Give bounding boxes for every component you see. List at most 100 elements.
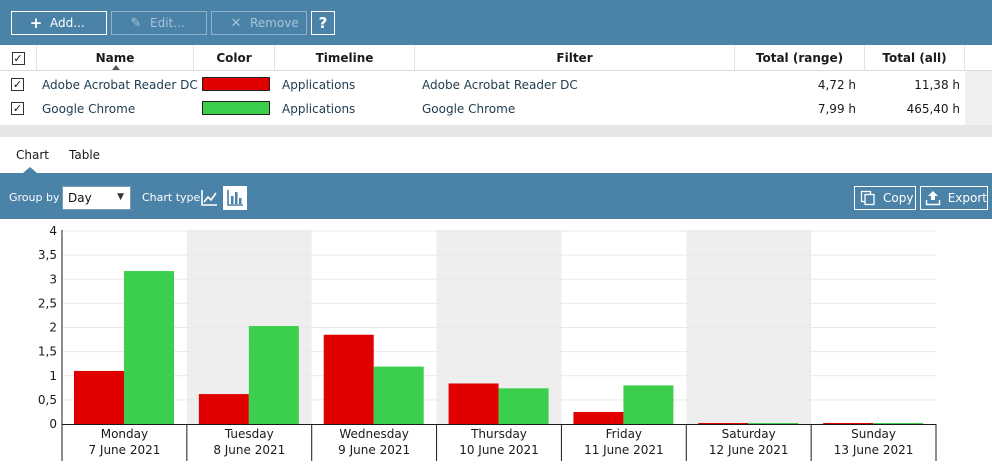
export-button[interactable]: Export bbox=[920, 186, 988, 210]
bar-chart-button[interactable] bbox=[223, 186, 247, 210]
x-tick-label-date: 12 June 2021 bbox=[709, 443, 789, 457]
plus-icon: + bbox=[29, 14, 43, 32]
select-all-checkbox[interactable]: ✓ bbox=[11, 51, 25, 65]
tab-table[interactable]: Table bbox=[69, 148, 101, 162]
group-by-value: Day bbox=[68, 191, 92, 205]
y-tick-label: 3,5 bbox=[38, 248, 57, 262]
bar bbox=[124, 271, 174, 424]
edit-button-label: Edit... bbox=[150, 16, 185, 30]
help-icon: ? bbox=[318, 14, 328, 32]
row-checkbox[interactable]: ✓ bbox=[11, 102, 24, 115]
y-tick-label: 2 bbox=[49, 321, 57, 335]
y-tick-label: 1,5 bbox=[38, 345, 57, 359]
row-color-swatch[interactable] bbox=[202, 101, 270, 115]
remove-button[interactable]: ✕ Remove bbox=[211, 11, 307, 35]
panel-splitter[interactable] bbox=[0, 125, 992, 137]
y-tick-label: 0,5 bbox=[38, 393, 57, 407]
bar bbox=[248, 326, 299, 424]
row-filter: Adobe Acrobat Reader DC bbox=[422, 78, 578, 92]
add-button-label: Add... bbox=[50, 16, 85, 30]
chart-toolbar: Group by Day ▼ Chart type Copy bbox=[0, 173, 992, 219]
row-total-all: 11,38 h bbox=[914, 78, 960, 92]
grid-scrollbar[interactable] bbox=[965, 71, 992, 125]
row-filter: Google Chrome bbox=[422, 102, 516, 116]
sort-ascending-icon bbox=[112, 65, 120, 70]
x-tick-label-day: Friday bbox=[606, 427, 642, 441]
tab-chart[interactable]: Chart bbox=[16, 148, 49, 162]
column-header-filter[interactable]: Filter bbox=[415, 45, 735, 71]
x-tick-label-date: 10 June 2021 bbox=[459, 443, 539, 457]
column-header-total-range[interactable]: Total (range) bbox=[735, 45, 865, 71]
bar bbox=[323, 334, 374, 424]
column-header-timeline[interactable]: Timeline bbox=[275, 45, 415, 71]
x-tick-label-date: 8 June 2021 bbox=[213, 443, 285, 457]
chart-type-label: Chart type bbox=[142, 191, 201, 204]
x-tick-label-day: Sunday bbox=[851, 427, 896, 441]
bar bbox=[74, 370, 124, 424]
row-color-swatch[interactable] bbox=[202, 77, 270, 91]
x-tick-label-day: Saturday bbox=[722, 427, 776, 441]
bar bbox=[373, 366, 424, 424]
pencil-icon: ✎ bbox=[130, 15, 142, 31]
export-button-label: Export bbox=[947, 191, 987, 205]
bar bbox=[573, 411, 624, 424]
grid-header: ✓ Name Color Timeline Filter Total (rang… bbox=[0, 45, 992, 71]
x-tick-label-day: Monday bbox=[101, 427, 148, 441]
row-checkbox[interactable]: ✓ bbox=[11, 78, 24, 91]
y-tick-label: 0 bbox=[49, 417, 57, 431]
y-tick-label: 2,5 bbox=[38, 296, 57, 310]
copy-button-label: Copy bbox=[883, 191, 914, 205]
row-name: Adobe Acrobat Reader DC bbox=[42, 78, 198, 92]
chevron-down-icon: ▼ bbox=[117, 192, 124, 202]
edit-button[interactable]: ✎ Edit... bbox=[111, 11, 207, 35]
bar bbox=[448, 383, 499, 424]
export-icon bbox=[925, 190, 942, 206]
chart-area: 0 0,5 1 1,5 2 2,5 3 3,5 4 Monday 7 June 2021 Tuesda… bbox=[0, 219, 992, 461]
y-tick-label: 4 bbox=[49, 224, 57, 238]
select-all-cell: ✓ bbox=[0, 45, 37, 71]
main-toolbar: + Add... ✎ Edit... ✕ Remove ? bbox=[0, 0, 992, 45]
row-total-all: 465,40 h bbox=[906, 102, 960, 116]
timeline-grid: ✓ Name Color Timeline Filter Total (rang… bbox=[0, 45, 992, 125]
bar bbox=[198, 394, 249, 424]
help-button[interactable]: ? bbox=[311, 11, 335, 35]
y-tick-label: 1 bbox=[49, 369, 57, 383]
bar bbox=[748, 423, 799, 424]
remove-button-label: Remove bbox=[250, 16, 299, 30]
x-tick-label-date: 7 June 2021 bbox=[88, 443, 160, 457]
column-header-name[interactable]: Name bbox=[37, 45, 194, 71]
add-button[interactable]: + Add... bbox=[11, 11, 107, 35]
bar bbox=[873, 423, 924, 424]
x-tick-label-day: Wednesday bbox=[339, 427, 408, 441]
x-tick-label-date: 9 June 2021 bbox=[338, 443, 410, 457]
bar bbox=[698, 423, 749, 424]
y-tick-label: 3 bbox=[49, 272, 57, 286]
column-header-color[interactable]: Color bbox=[194, 45, 275, 71]
bar-chart-icon bbox=[227, 190, 243, 206]
copy-button[interactable]: Copy bbox=[854, 186, 916, 210]
active-tab-indicator bbox=[23, 167, 37, 173]
x-icon: ✕ bbox=[230, 15, 242, 31]
x-tick-label-day: Tuesday bbox=[224, 427, 274, 441]
x-tick-label-date: 13 June 2021 bbox=[834, 443, 914, 457]
line-chart-button[interactable] bbox=[197, 186, 221, 210]
row-timeline: Applications bbox=[282, 102, 356, 116]
column-header-total-all[interactable]: Total (all) bbox=[865, 45, 965, 71]
bar bbox=[498, 388, 549, 424]
row-timeline: Applications bbox=[282, 78, 356, 92]
row-total-range: 4,72 h bbox=[817, 78, 856, 92]
copy-icon bbox=[859, 190, 877, 206]
x-tick-label-day: Thursday bbox=[470, 427, 527, 441]
table-row[interactable]: ✓ Adobe Acrobat Reader DC Applications A… bbox=[0, 73, 965, 97]
row-total-range: 7,99 h bbox=[817, 102, 856, 116]
line-chart-icon bbox=[201, 190, 217, 206]
x-tick-label-date: 11 June 2021 bbox=[584, 443, 664, 457]
group-by-select[interactable]: Day ▼ bbox=[62, 186, 131, 210]
bar-chart: 0 0,5 1 1,5 2 2,5 3 3,5 4 Monday 7 June 2021 Tuesda… bbox=[38, 224, 937, 461]
bar bbox=[823, 423, 874, 424]
group-by-label: Group by bbox=[9, 191, 60, 204]
row-name: Google Chrome bbox=[42, 102, 136, 116]
view-tabs: Chart Table bbox=[0, 137, 992, 173]
table-row[interactable]: ✓ Google Chrome Applications Google Chro… bbox=[0, 97, 965, 121]
bar bbox=[623, 385, 674, 424]
